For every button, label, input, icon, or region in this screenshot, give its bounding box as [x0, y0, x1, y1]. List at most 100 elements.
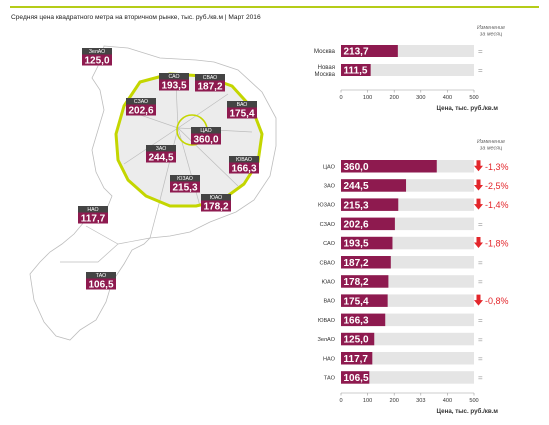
bar	[341, 160, 437, 173]
bar-value-label: 193,5	[344, 239, 369, 250]
change-value: -2,5%	[485, 181, 509, 191]
x-tick-label: 200	[390, 95, 399, 101]
district-value: 166,3	[231, 164, 256, 175]
bar	[341, 275, 389, 288]
x-tick-label: 500	[469, 398, 478, 404]
no-change-icon: =	[478, 374, 483, 383]
bar-value-label: 244,5	[344, 181, 369, 192]
bar-value-label: 360,0	[344, 162, 369, 173]
district-value-box	[78, 212, 108, 224]
district-value-box	[82, 54, 112, 66]
district-value-box	[229, 162, 259, 174]
district-name: СВАО	[203, 75, 217, 81]
bar-value-label: 178,2	[344, 277, 369, 288]
change-header-sub: за месяц	[479, 32, 502, 38]
no-change-icon: =	[478, 258, 483, 267]
district-boundary	[177, 93, 229, 129]
x-axis-label: Цена, тыс. руб./кв.м	[437, 408, 499, 415]
down-arrow-icon	[474, 198, 483, 210]
bar	[341, 236, 393, 250]
district-value-box	[126, 104, 156, 116]
district-name-box	[191, 127, 221, 134]
bar-value-label: 175,4	[344, 296, 369, 307]
district-boundary	[175, 83, 179, 129]
change-value: -1,4%	[485, 200, 509, 210]
no-change-icon: =	[478, 47, 483, 56]
no-change-icon: =	[478, 278, 483, 287]
change-header: Изменение	[477, 139, 505, 145]
change-header: Изменение	[477, 25, 505, 31]
bar	[341, 198, 399, 211]
bar-track	[341, 64, 474, 76]
district-name-box	[195, 74, 225, 81]
district-name-box	[86, 272, 116, 279]
district-value-box	[195, 80, 225, 92]
district-name: СЗАО	[134, 99, 148, 105]
no-change-icon: =	[478, 316, 483, 325]
district-boundary	[159, 127, 179, 201]
category-label: СЗАО	[320, 222, 336, 228]
bar	[341, 294, 388, 307]
page-title: Средняя цена квадратного метра на вторич…	[11, 14, 261, 21]
district-name: ВАО	[237, 102, 248, 108]
district-value-box	[159, 79, 189, 91]
bar	[341, 64, 371, 76]
down-arrow-icon	[474, 237, 483, 249]
district-name-box	[159, 73, 189, 80]
x-tick-label: 100	[363, 95, 372, 101]
bar	[341, 371, 370, 384]
category-label: ЗАО	[324, 183, 336, 189]
district-name-box	[227, 101, 257, 108]
category-label: ЦАО	[323, 164, 336, 170]
district-value: 360,0	[193, 135, 218, 146]
bar-value-label: 111,5	[344, 66, 368, 77]
district-value: 244,5	[148, 153, 173, 164]
change-value: -0,8%	[485, 296, 509, 306]
district-name-box	[170, 175, 200, 182]
district-name: ЮВАО	[236, 157, 252, 163]
x-tick-label: 500	[469, 95, 478, 101]
district-value: 175,4	[229, 109, 254, 120]
district-name: ЮАО	[210, 195, 222, 201]
district-name-box	[201, 194, 231, 201]
category-label: Москва	[314, 48, 336, 55]
district-name: САО	[168, 74, 179, 80]
district-value: 202,6	[128, 106, 153, 117]
category-label: САО	[323, 241, 336, 247]
district-value-box	[146, 151, 176, 163]
district-name-box	[78, 206, 108, 213]
bar	[341, 179, 407, 192]
district-name: ЮЗАО	[177, 176, 193, 182]
bar-value-label: 215,3	[344, 200, 369, 211]
category-label: ТАО	[324, 375, 336, 381]
category-label: ЮЗАО	[318, 203, 336, 209]
bar	[341, 352, 373, 365]
district-value-box	[191, 133, 221, 145]
category-label: ВАО	[323, 299, 335, 305]
district-value-box	[201, 200, 231, 212]
district-value: 125,0	[84, 56, 109, 67]
bar	[341, 256, 391, 269]
x-tick-label: 400	[443, 398, 452, 404]
bar	[341, 332, 375, 346]
x-tick-label: 0	[339, 398, 342, 404]
district-value: 215,3	[172, 183, 197, 194]
district-value: 187,2	[197, 82, 222, 93]
district-value-box	[227, 107, 257, 119]
bar	[341, 45, 398, 57]
change-value: -1,8%	[485, 239, 509, 249]
category-label: ЗелАО	[317, 337, 335, 343]
down-arrow-icon	[474, 160, 483, 172]
